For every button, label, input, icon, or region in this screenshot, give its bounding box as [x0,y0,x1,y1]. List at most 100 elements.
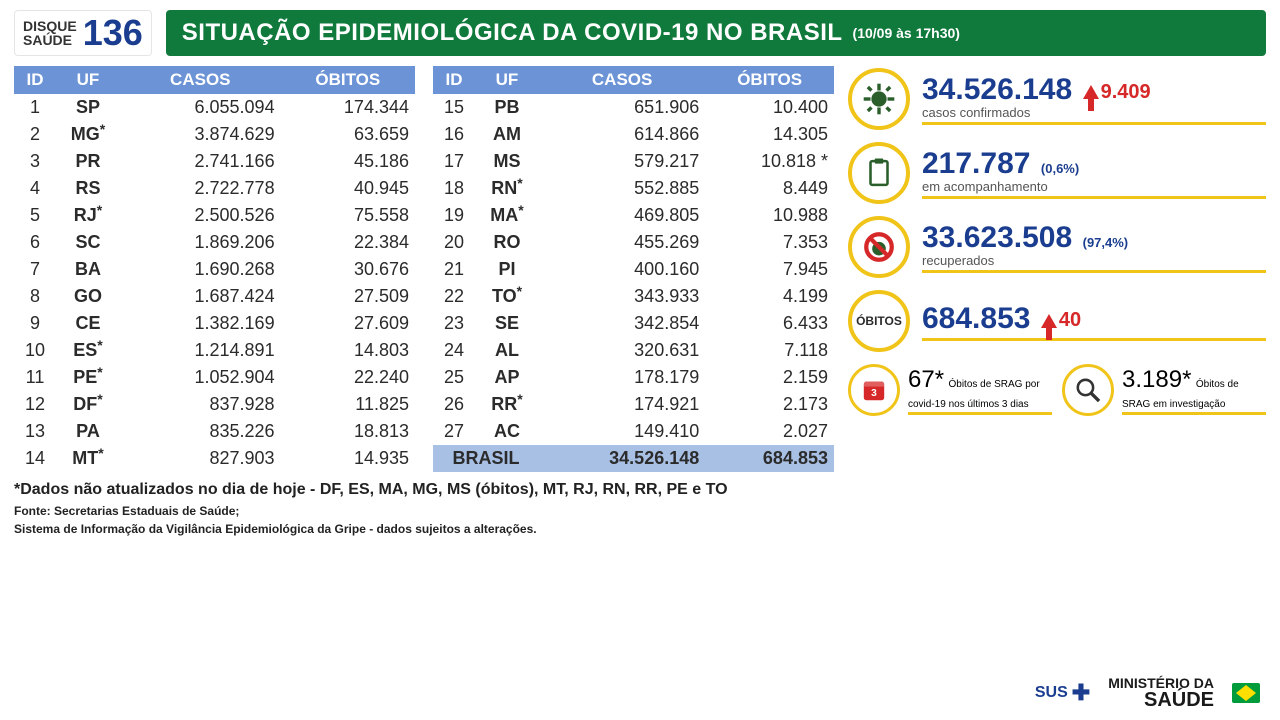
table-row: 1SP6.055.094174.344 [14,94,415,121]
table-row: 18RN*552.8858.449 [433,175,834,202]
cell-total-cases: 34.526.148 [539,445,705,472]
cell-uf: PI [475,256,539,283]
cell-deaths: 7.945 [705,256,834,283]
cell-deaths: 2.159 [705,364,834,391]
table-row: 13PA835.22618.813 [14,418,415,445]
deaths-value: 684.853 [922,302,1030,336]
cell-deaths: 14.935 [281,445,415,472]
cell-deaths: 8.449 [705,175,834,202]
cell-id: 23 [433,310,475,337]
cell-id: 10 [14,337,56,364]
fonte-line-1: Fonte: Secretarias Estaduais de Saúde; [14,504,1266,518]
cell-cases: 2.500.526 [120,202,281,229]
table-row: 5RJ*2.500.52675.558 [14,202,415,229]
table-row: 7BA1.690.26830.676 [14,256,415,283]
cell-deaths: 11.825 [281,391,415,418]
cell-uf: GO [56,283,120,310]
table-row: 4RS2.722.77840.945 [14,175,415,202]
cell-id: 18 [433,175,475,202]
deaths-delta: 40 [1041,309,1081,332]
cell-id: 3 [14,148,56,175]
table-row: 2MG*3.874.62963.659 [14,121,415,148]
cell-uf: RN* [475,175,539,202]
table-row: 17MS579.21710.818 * [433,148,834,175]
table-row: 10ES*1.214.89114.803 [14,337,415,364]
table-row: 16AM614.86614.305 [433,121,834,148]
cell-uf: PE* [56,364,120,391]
table-row: 15PB651.90610.400 [433,94,834,121]
col-cases: CASOS [120,66,281,94]
cell-deaths: 4.199 [705,283,834,310]
table-row: 20RO455.2697.353 [433,229,834,256]
cell-deaths: 75.558 [281,202,415,229]
cell-uf: RS [56,175,120,202]
footer-logos: SUS✚ MINISTÉRIO DASAÚDE [1035,676,1260,710]
virus-icon [848,68,910,130]
cell-cases: 552.885 [539,175,705,202]
cell-deaths: 6.433 [705,310,834,337]
stat-srag-row: 3 67* Óbitos de SRAG por covid-19 nos úl… [848,364,1266,416]
cell-cases: 342.854 [539,310,705,337]
cell-deaths: 7.118 [705,337,834,364]
cell-id: 1 [14,94,56,121]
clipboard-icon [848,142,910,204]
cell-deaths: 30.676 [281,256,415,283]
cell-uf: PA [56,418,120,445]
col-uf: UF [475,66,539,94]
cell-cases: 837.928 [120,391,281,418]
cell-cases: 174.921 [539,391,705,418]
arrow-up-icon [1041,314,1057,328]
cell-id: 15 [433,94,475,121]
col-uf: UF [56,66,120,94]
cell-cases: 3.874.629 [120,121,281,148]
monitoring-value: 217.787 [922,147,1030,181]
cell-cases: 343.933 [539,283,705,310]
table-row: 14MT*827.90314.935 [14,445,415,472]
confirmed-delta: 9.409 [1083,81,1151,104]
cell-uf: RJ* [56,202,120,229]
cell-total-label: BRASIL [433,445,539,472]
cell-id: 20 [433,229,475,256]
col-deaths: ÓBITOS [281,66,415,94]
srag-inv-value: 3.189* [1122,366,1191,393]
table-right: ID UF CASOS ÓBITOS 15PB651.90610.40016AM… [433,66,834,472]
cell-id: 14 [14,445,56,472]
cell-uf: PB [475,94,539,121]
table-row: 25AP178.1792.159 [433,364,834,391]
cell-cases: 469.805 [539,202,705,229]
cell-id: 2 [14,121,56,148]
stat-srag-3days: 3 67* Óbitos de SRAG por covid-19 nos úl… [848,364,1052,416]
cell-uf: PR [56,148,120,175]
cell-uf: MG* [56,121,120,148]
footnote: *Dados não atualizados no dia de hoje - … [14,480,794,500]
cell-uf: DF* [56,391,120,418]
content: ID UF CASOS ÓBITOS 1SP6.055.094174.3442M… [14,66,1266,472]
cell-cases: 651.906 [539,94,705,121]
cell-cases: 1.214.891 [120,337,281,364]
table-row: 24AL320.6317.118 [433,337,834,364]
table-row: 3PR2.741.16645.186 [14,148,415,175]
cell-cases: 320.631 [539,337,705,364]
cell-id: 8 [14,283,56,310]
stat-deaths: ÓBITOS 684.853 40 [848,290,1266,352]
deaths-badge: ÓBITOS [848,290,910,352]
stats-panel: 34.526.148 9.409 casos confirmados 217.7… [848,66,1266,472]
cell-id: 22 [433,283,475,310]
cell-cases: 1.052.904 [120,364,281,391]
arrow-up-icon [1083,85,1099,99]
stat-srag-investigation: 3.189* Óbitos de SRAG em investigação [1062,364,1266,416]
cell-id: 5 [14,202,56,229]
cell-id: 4 [14,175,56,202]
stat-confirmed: 34.526.148 9.409 casos confirmados [848,68,1266,130]
cell-uf: AP [475,364,539,391]
cell-id: 17 [433,148,475,175]
cell-deaths: 14.803 [281,337,415,364]
cell-deaths: 10.400 [705,94,834,121]
cell-id: 7 [14,256,56,283]
cell-uf: MT* [56,445,120,472]
cell-id: 21 [433,256,475,283]
cell-cases: 1.687.424 [120,283,281,310]
brazil-flag-icon [1232,683,1260,703]
page-title: SITUAÇÃO EPIDEMIOLÓGICA DA COVID-19 NO B… [182,19,843,47]
table-row-total: BRASIL34.526.148684.853 [433,445,834,472]
